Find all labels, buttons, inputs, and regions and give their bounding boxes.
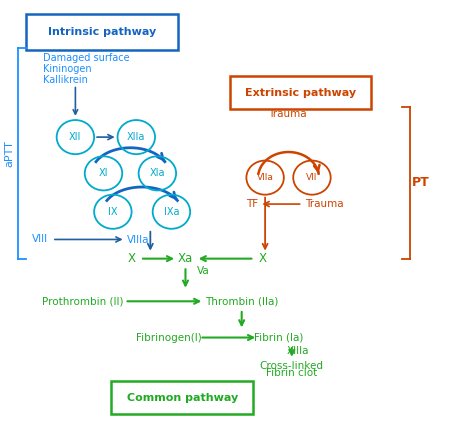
Text: Fibrin (Ia): Fibrin (Ia) xyxy=(255,333,304,343)
Text: Kininogen: Kininogen xyxy=(43,64,91,74)
Text: Va: Va xyxy=(197,267,210,276)
Text: TF: TF xyxy=(246,199,258,209)
Text: Trauma: Trauma xyxy=(305,199,344,209)
FancyBboxPatch shape xyxy=(26,14,178,50)
Text: Fibrin clot: Fibrin clot xyxy=(266,368,318,378)
Text: VII: VII xyxy=(306,173,318,182)
Text: IXa: IXa xyxy=(164,207,179,217)
Text: XIIIa: XIIIa xyxy=(287,346,310,356)
Text: VIIa: VIIa xyxy=(256,173,273,182)
Text: Xa: Xa xyxy=(178,252,193,265)
Text: Common pathway: Common pathway xyxy=(127,393,238,403)
Text: Damaged surface: Damaged surface xyxy=(43,53,129,63)
Text: IX: IX xyxy=(108,207,118,217)
FancyBboxPatch shape xyxy=(110,381,254,414)
Text: VIII: VIII xyxy=(32,235,48,245)
Text: Trauma: Trauma xyxy=(268,109,306,119)
Text: X: X xyxy=(259,252,267,265)
Text: VIIIa: VIIIa xyxy=(128,235,150,245)
Text: Fibrinogen(I): Fibrinogen(I) xyxy=(136,333,202,343)
Text: Prothrombin (II): Prothrombin (II) xyxy=(42,296,123,306)
Text: XIIa: XIIa xyxy=(127,132,146,142)
Text: XII: XII xyxy=(69,132,82,142)
Text: Thrombin (IIa): Thrombin (IIa) xyxy=(205,296,278,306)
Text: X: X xyxy=(128,252,136,265)
Text: aPTT: aPTT xyxy=(4,140,14,167)
FancyBboxPatch shape xyxy=(230,76,371,109)
Text: PT: PT xyxy=(412,176,429,190)
Text: Extrinsic pathway: Extrinsic pathway xyxy=(245,88,356,98)
Text: Kallikrein: Kallikrein xyxy=(43,75,88,85)
Text: XIa: XIa xyxy=(150,168,165,178)
Text: XI: XI xyxy=(99,168,108,178)
Text: Cross-linked: Cross-linked xyxy=(260,361,324,371)
Text: Intrinsic pathway: Intrinsic pathway xyxy=(48,27,157,37)
